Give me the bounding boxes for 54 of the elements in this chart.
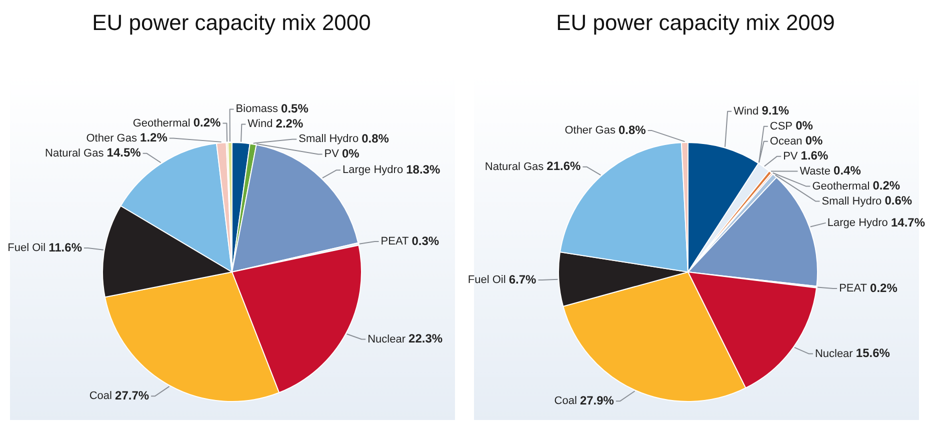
slice-label: Wind — [734, 105, 762, 118]
slice-label: Fuel Oil — [468, 274, 509, 286]
slice-label: Nuclear — [814, 348, 856, 360]
text: 0% — [342, 146, 360, 161]
data-label: 11.6% — [48, 240, 82, 254]
slice-label: Other Gas — [564, 124, 618, 137]
data-label: 1.2% — [140, 130, 168, 145]
data-label: 0.2% — [193, 116, 222, 130]
slice-label: PEAT — [380, 235, 412, 248]
data-label: 6.7% — [508, 272, 537, 286]
slice-label: Wind — [248, 118, 276, 130]
data-label: 0.2% — [870, 280, 898, 295]
slice-label: Coal — [89, 390, 116, 402]
text: 0% — [796, 118, 813, 133]
slice-label: Small Hydro — [822, 195, 885, 208]
data-label: 2.2% — [276, 116, 304, 131]
slice-label: Small Hydro — [298, 133, 362, 146]
data-label: 0.4% — [834, 164, 862, 178]
data-label: 0.2% — [872, 178, 900, 193]
slice-label: Natural Gas — [45, 147, 107, 160]
slice-label: PV — [783, 150, 801, 162]
chart-title: EU power capacity mix 2009 — [555, 10, 836, 36]
data-label: 27.9% — [580, 393, 614, 408]
slice-label: Waste — [800, 165, 834, 178]
slice-label: Biomass — [236, 103, 282, 116]
text: 0% — [805, 134, 823, 148]
slice-label: Natural Gas — [484, 160, 547, 173]
data-label: 14.5% — [106, 146, 142, 160]
slice-label: PEAT — [839, 282, 870, 295]
slice-label: Geothermal — [812, 180, 873, 192]
data-label: 15.6% — [856, 346, 890, 360]
data-label: 0.6% — [884, 194, 912, 208]
slice-label: Large Hydro — [827, 216, 891, 229]
data-label: 27.7% — [115, 388, 150, 402]
slice-label: Large Hydro — [342, 164, 406, 176]
data-label: 0.8% — [362, 132, 390, 146]
slice-label: Geothermal — [132, 117, 194, 130]
data-label: 0.5% — [281, 102, 309, 116]
data-label: 18.3% — [406, 162, 440, 176]
category-label: Ocean — [770, 135, 802, 148]
slice-label: Nuclear — [368, 333, 409, 346]
chart-title: EU power capacity mix 2000 — [91, 10, 372, 36]
slice-label: Fuel Oil — [8, 242, 49, 254]
data-label: 9.1% — [762, 104, 790, 118]
data-label: 14.7% — [890, 215, 926, 230]
slice-label: Coal — [554, 395, 580, 408]
data-label: 22.3% — [408, 332, 443, 346]
data-label: 0.8% — [618, 122, 646, 137]
data-label: 0.3% — [412, 234, 440, 248]
data-label: 21.6% — [546, 159, 582, 174]
data-label: 1.6% — [800, 148, 828, 163]
slice-label: Other Gas — [86, 132, 140, 144]
category-label: CSP — [770, 120, 792, 132]
category-label: PV — [324, 148, 339, 160]
